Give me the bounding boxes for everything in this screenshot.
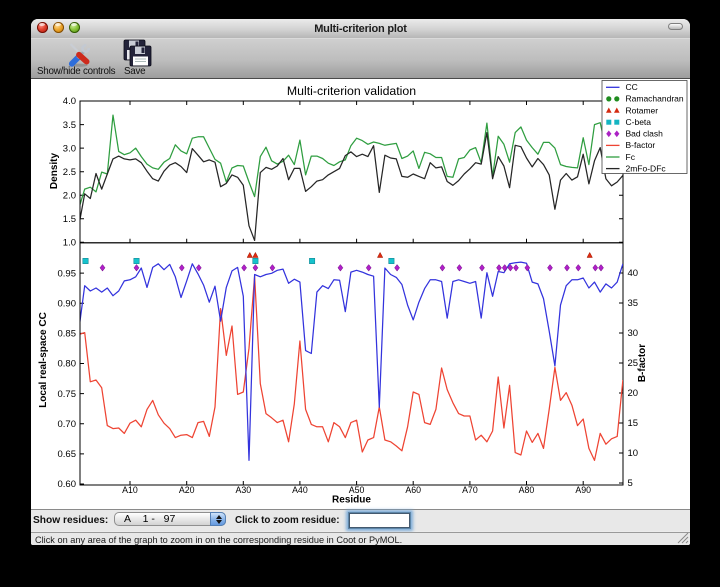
svg-text:0.70: 0.70	[58, 419, 77, 430]
svg-text:A80: A80	[519, 485, 535, 495]
svg-text:4.0: 4.0	[63, 96, 76, 107]
svg-text:A70: A70	[462, 485, 478, 495]
svg-text:25: 25	[628, 358, 639, 369]
svg-text:10: 10	[628, 448, 639, 459]
svg-text:Fc: Fc	[626, 152, 636, 162]
svg-text:Ramachandran: Ramachandran	[626, 94, 684, 104]
svg-text:3.0: 3.0	[63, 143, 76, 154]
svg-text:A20: A20	[179, 485, 195, 495]
svg-text:Density: Density	[49, 153, 60, 190]
svg-text:0.75: 0.75	[58, 389, 77, 400]
svg-text:0.65: 0.65	[58, 449, 77, 460]
svg-text:Rotamer: Rotamer	[626, 105, 659, 115]
svg-text:Residue: Residue	[332, 495, 371, 506]
svg-text:0.85: 0.85	[58, 329, 77, 340]
svg-text:35: 35	[628, 298, 639, 309]
svg-text:A30: A30	[235, 485, 251, 495]
svg-text:0.60: 0.60	[58, 479, 77, 490]
svg-text:B-factor: B-factor	[626, 140, 656, 150]
svg-text:1.5: 1.5	[63, 214, 76, 225]
svg-text:CC: CC	[626, 82, 638, 92]
svg-text:0.80: 0.80	[58, 359, 77, 370]
svg-text:Multi-criterion validation: Multi-criterion validation	[287, 84, 416, 98]
svg-text:0.90: 0.90	[58, 299, 77, 310]
svg-text:A90: A90	[575, 485, 591, 495]
svg-text:A40: A40	[292, 485, 308, 495]
svg-text:5: 5	[628, 478, 633, 489]
svg-text:30: 30	[628, 328, 639, 339]
svg-text:0.95: 0.95	[58, 268, 77, 279]
svg-text:15: 15	[628, 418, 639, 429]
svg-text:A60: A60	[405, 485, 421, 495]
svg-text:40: 40	[628, 268, 639, 279]
svg-text:1.0: 1.0	[63, 238, 76, 249]
svg-text:2mFo-DFc: 2mFo-DFc	[626, 163, 667, 173]
svg-text:B-factor: B-factor	[637, 344, 648, 382]
svg-text:20: 20	[628, 388, 639, 399]
svg-text:2.5: 2.5	[63, 167, 76, 178]
svg-text:A10: A10	[122, 485, 138, 495]
svg-text:A50: A50	[349, 485, 365, 495]
svg-text:Local real-space CC: Local real-space CC	[38, 312, 49, 408]
svg-text:C-beta: C-beta	[626, 117, 652, 127]
svg-text:3.5: 3.5	[63, 120, 76, 131]
svg-text:Bad clash: Bad clash	[626, 129, 664, 139]
svg-text:2.0: 2.0	[63, 190, 76, 201]
